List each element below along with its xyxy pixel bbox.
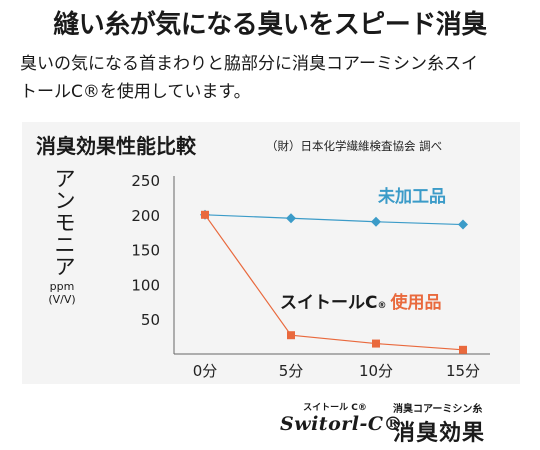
x-tick-label: 10分 xyxy=(359,362,393,380)
y-axis-label-unit-2: (V/V) xyxy=(48,293,76,306)
effect-small-label: 消臭コアーミシン糸 xyxy=(393,404,483,415)
chart-source: （財）日本化学繊維検査協会 調べ xyxy=(266,139,443,153)
series-label-1: スイトールC® 使用品 xyxy=(280,292,441,313)
headline: 縫い糸が気になる臭いをスピード消臭 xyxy=(53,10,487,40)
series-line-1 xyxy=(204,214,464,351)
y-axis-label-unit: ppm xyxy=(49,280,75,293)
y-axis-label-main: アンモニア xyxy=(54,167,76,279)
series-point-1 xyxy=(201,210,209,219)
brand-small-label: スイトール C® xyxy=(303,403,367,413)
x-tick-label: 5分 xyxy=(279,362,304,380)
series-line-0 xyxy=(204,214,464,226)
series-point-0 xyxy=(371,216,381,227)
x-tick-label: 0分 xyxy=(193,362,218,380)
brand-logo: Switorl-C® xyxy=(280,413,403,435)
effect-block: 消臭コアーミシン糸 消臭効果 xyxy=(393,400,505,447)
chart-panel: 消臭効果性能比較 （財）日本化学繊維検査協会 調べ アンモニア ppm (V/V… xyxy=(22,122,520,384)
series-point-0 xyxy=(286,213,296,224)
series-point-1 xyxy=(459,345,467,354)
y-tick-label: 150 xyxy=(131,242,160,260)
y-tick-label: 100 xyxy=(131,276,160,294)
brand-block: スイトール C® Switorl-C® xyxy=(280,400,403,435)
x-tick-label: 15分 xyxy=(446,362,480,380)
series-point-1 xyxy=(287,331,295,340)
chart-title: 消臭効果性能比較 xyxy=(36,134,196,158)
y-axis-label: アンモニア ppm (V/V) xyxy=(48,167,80,306)
series-point-1 xyxy=(372,339,380,348)
intro-text: 臭いの気になる首まわりと脇部分に消臭コアーミシン糸スイトールC®を使用しています… xyxy=(20,54,478,102)
series-label-0: 未加工品 xyxy=(377,186,446,207)
effect-big-label: 消臭効果 xyxy=(393,421,486,446)
y-tick-label: 250 xyxy=(131,172,160,190)
y-tick-label: 50 xyxy=(141,311,160,329)
series-point-0 xyxy=(458,219,468,230)
y-tick-label: 200 xyxy=(131,207,160,225)
